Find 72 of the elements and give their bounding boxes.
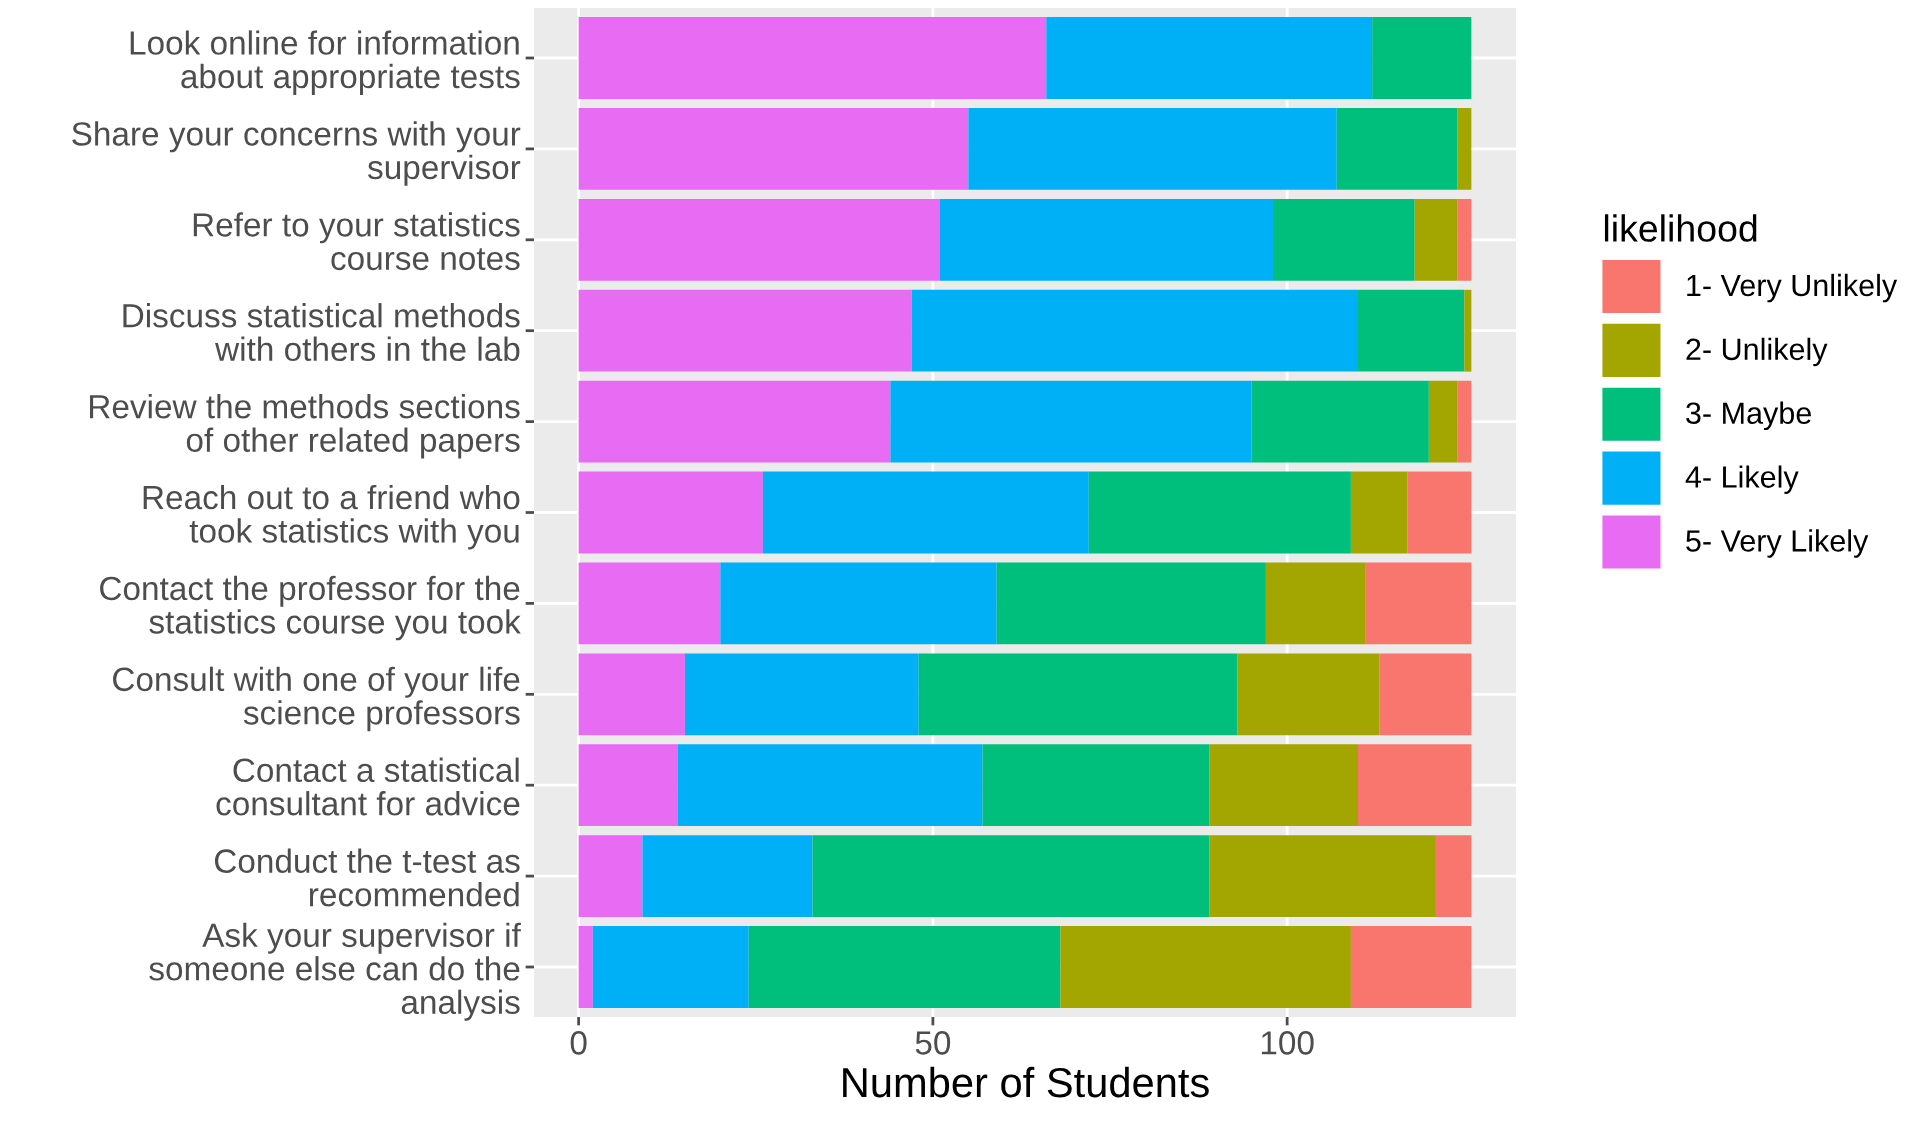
bar (939, 198, 1273, 281)
bar (748, 926, 1061, 1008)
bar (578, 380, 891, 463)
bar (578, 17, 1047, 99)
bar (578, 653, 685, 736)
x-tick-label: 0 (570, 1031, 587, 1055)
bar (968, 107, 1337, 190)
bar (1265, 562, 1366, 645)
y-tick-label: Reach out to a friend who took statistics with you (143, 484, 520, 550)
bar (578, 926, 593, 1008)
y-tick-label: Look online for information about appropriate tests (130, 30, 520, 95)
bar (918, 653, 1238, 736)
bar (1209, 744, 1358, 827)
y-tick-label: Refer to your statistics course notes (193, 212, 520, 271)
bar (1435, 835, 1472, 918)
bar (1350, 926, 1472, 1008)
bar (1464, 289, 1472, 372)
bar (578, 744, 678, 827)
bar (578, 289, 912, 372)
y-tick-label: Discuss statistical methods with others in the lab (123, 303, 520, 362)
bar (684, 653, 919, 736)
legend-label: 5- Very Likely (1686, 529, 1869, 558)
bar (1365, 562, 1472, 645)
bar (578, 198, 940, 281)
bar (812, 835, 1210, 918)
bar (1336, 107, 1458, 190)
x-tick-label: 100 (1261, 1031, 1314, 1055)
bar (1046, 17, 1373, 99)
bar (1088, 471, 1351, 554)
bar (1350, 471, 1408, 554)
y-tick-label: Review the methods sections of other related papers (90, 393, 520, 459)
bar (578, 835, 643, 918)
bar (720, 562, 997, 645)
bar (982, 744, 1210, 827)
bar (1358, 289, 1465, 372)
legend-label: 3- Maybe (1686, 401, 1811, 431)
bar (1379, 653, 1472, 736)
legend-label: 1- Very Unlikely (1687, 273, 1898, 303)
bar (1358, 744, 1472, 827)
bar (1237, 653, 1380, 736)
bar (1251, 380, 1429, 463)
bar (1372, 17, 1472, 99)
x-axis-title: Number of Students (843, 1066, 1209, 1098)
legend-label: 4- Likely (1685, 465, 1799, 494)
x-tick-label: 50 (915, 1031, 951, 1055)
bar (1428, 380, 1458, 463)
y-tick-label: Share your concerns with your supervisor (72, 121, 521, 186)
bar (762, 471, 1089, 554)
bar (1272, 198, 1415, 281)
bar (1457, 107, 1472, 190)
bar (1457, 198, 1472, 281)
bar (1414, 198, 1458, 281)
y-tick-label: Contact the professor for the statistics course you took (100, 575, 521, 641)
y-tick-label: Consult with one of your life science professors (113, 666, 520, 732)
bar (1407, 471, 1472, 554)
y-tick-label: Ask your supervisor if someone else can do the analysis (149, 922, 521, 1021)
bar (1060, 926, 1351, 1008)
bar (890, 380, 1252, 463)
bar (578, 562, 721, 645)
bar (911, 289, 1358, 372)
bar (642, 835, 813, 918)
bar (677, 744, 983, 827)
bar (1457, 380, 1472, 463)
bar (1209, 835, 1436, 918)
bar (578, 107, 969, 190)
bar (996, 562, 1266, 645)
y-tick-label: Conduct the t-test as recommended (214, 848, 520, 907)
y-tick-label: Contact a statistical consultant for advice (216, 757, 520, 816)
legend-title: likelihood (1604, 214, 1757, 242)
bar (578, 471, 763, 554)
bar (592, 926, 749, 1008)
legend-label: 2- Unlikely (1686, 337, 1828, 367)
